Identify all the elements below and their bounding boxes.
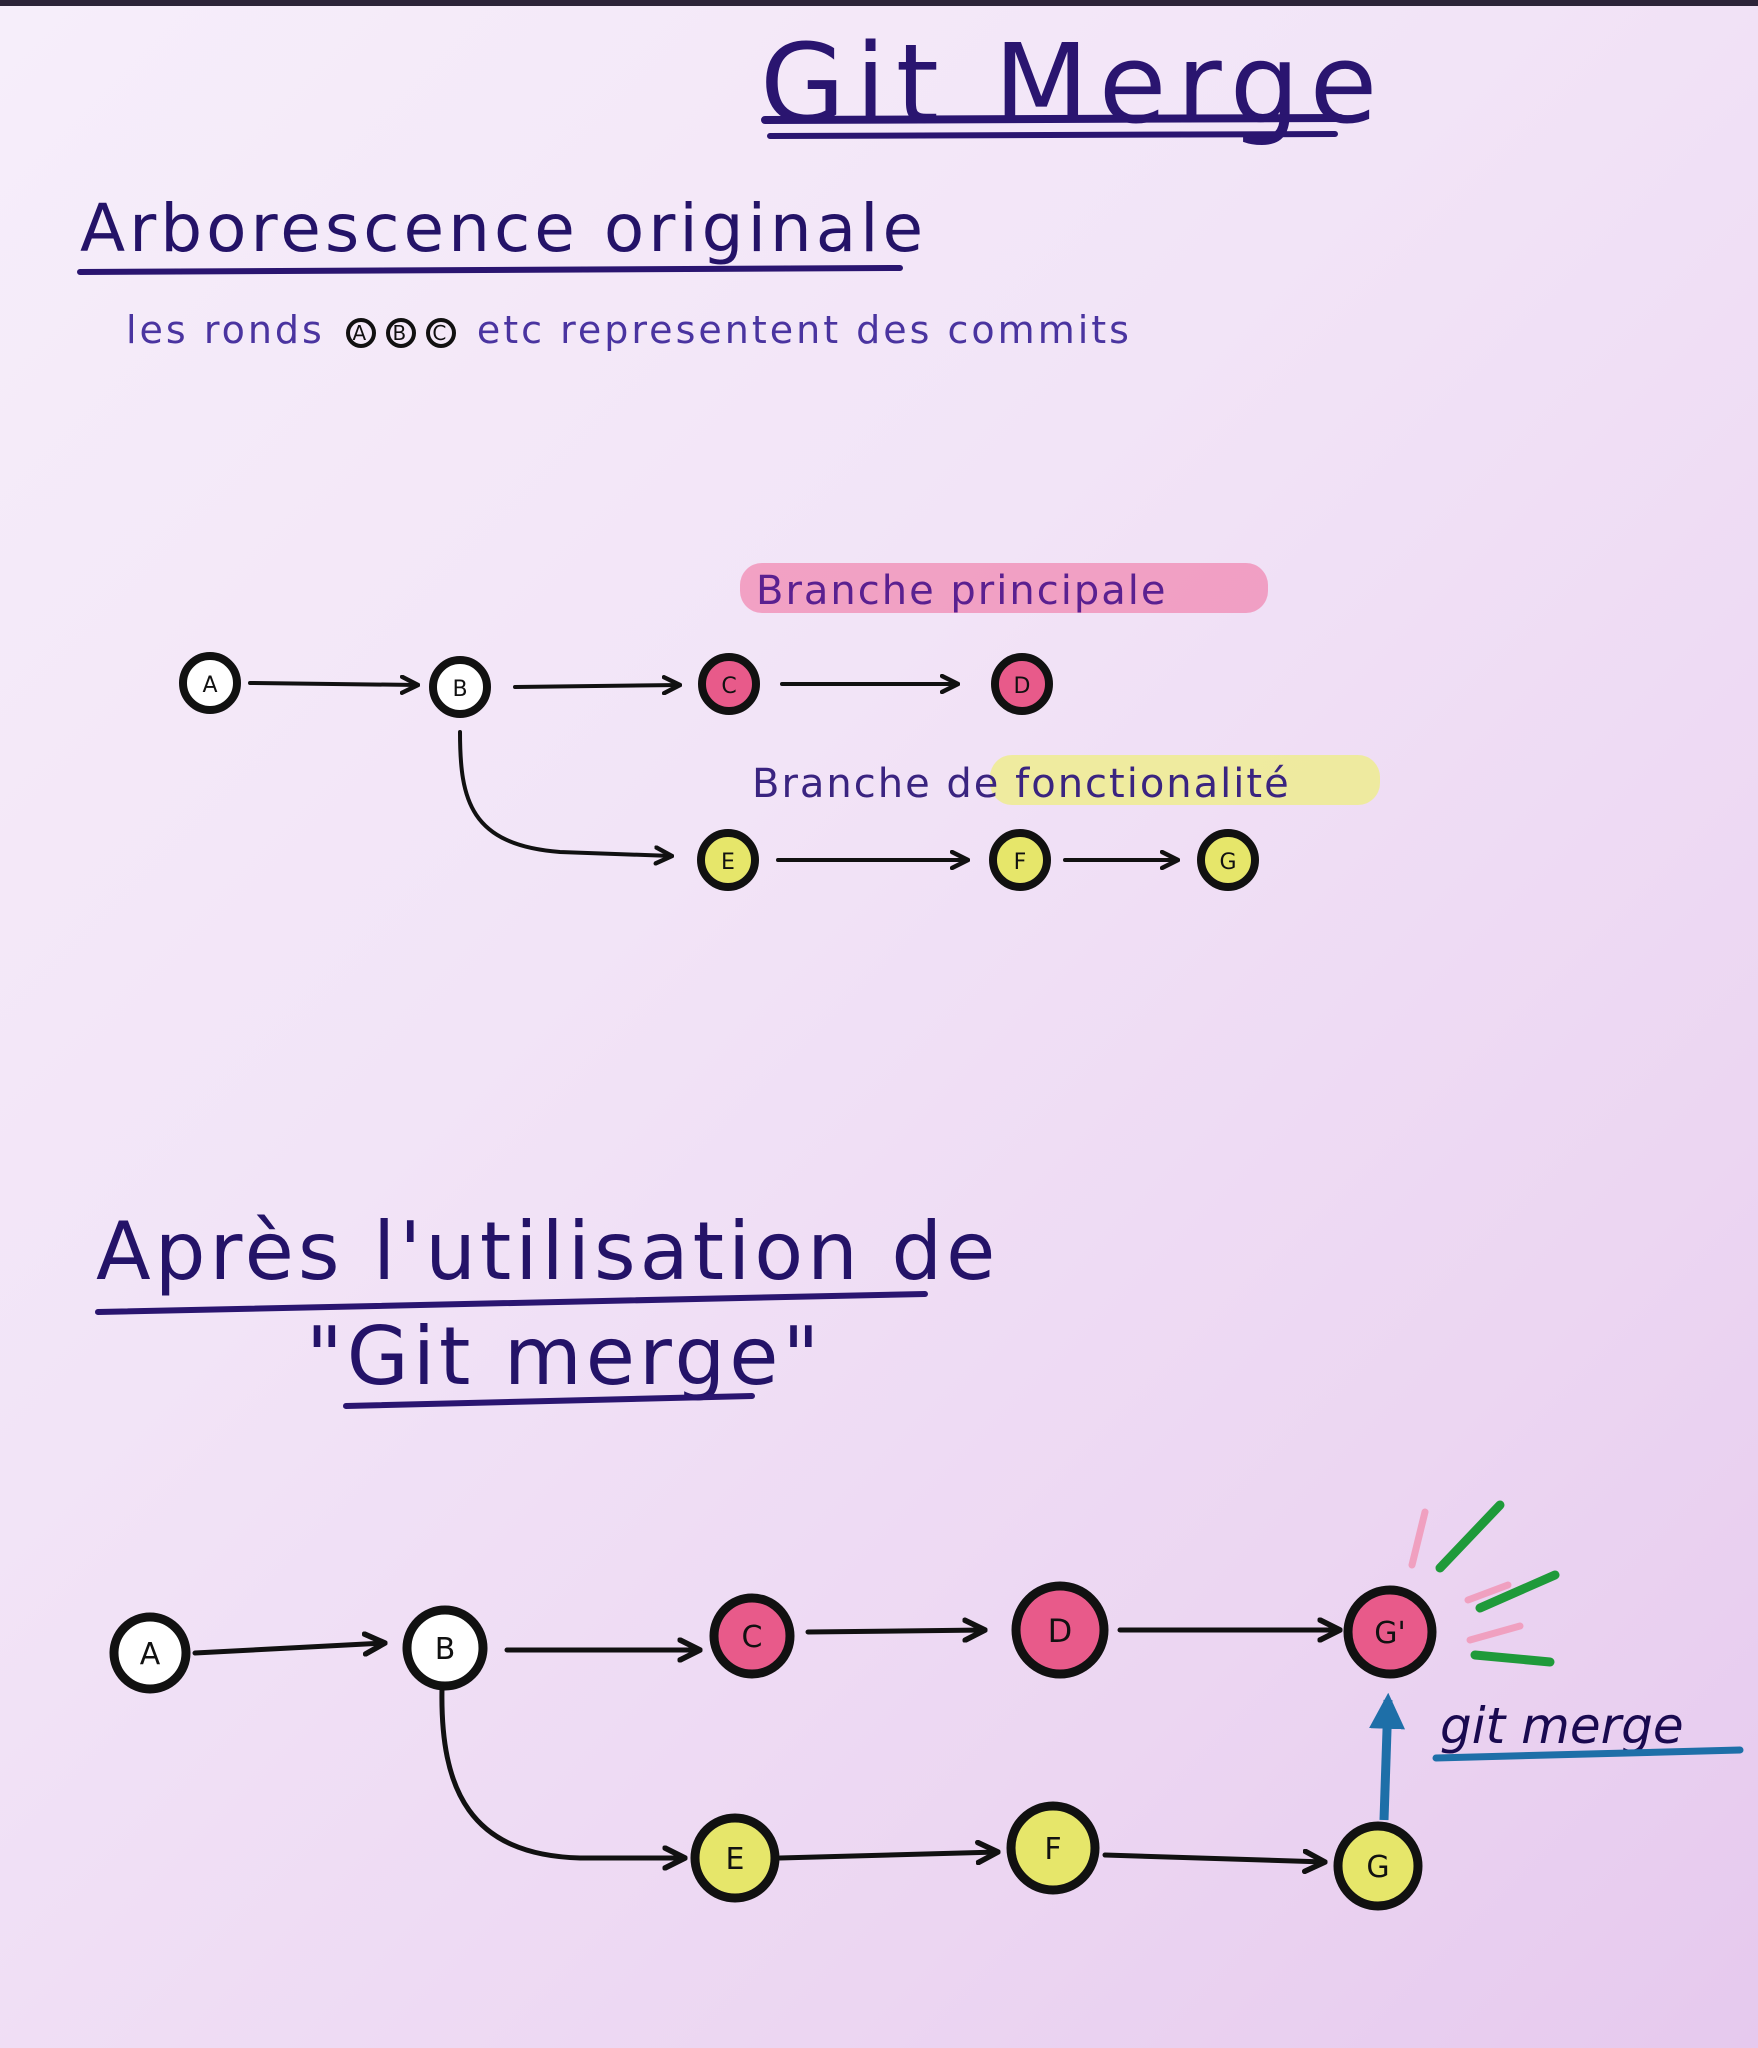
- commit-node: G: [1333, 1821, 1423, 1911]
- edge-b-c: [513, 685, 680, 687]
- commit-node: F: [989, 829, 1051, 891]
- underlines: [77, 114, 1344, 1409]
- edge2-c-d: [805, 1630, 985, 1632]
- svg-text:D: D: [1014, 674, 1031, 699]
- note-circle-a: A: [345, 317, 376, 348]
- edge-b-e: [458, 730, 672, 856]
- title-underline-1: [761, 114, 1344, 124]
- svg-text:F: F: [1044, 1832, 1061, 1867]
- merge-label: git merge: [1440, 1697, 1684, 1755]
- top-edge: [0, 0, 1758, 6]
- note-suffix: etc representent des commits: [476, 308, 1132, 352]
- section1-heading: Arborescence originale: [80, 190, 928, 267]
- svg-text:F: F: [1014, 850, 1027, 875]
- svg-text:C: C: [742, 1620, 763, 1655]
- svg-text:E: E: [721, 850, 735, 875]
- page-title: Git Merge: [760, 20, 1388, 148]
- commit-node: E: [690, 1813, 780, 1903]
- note-circle-b: B: [385, 317, 416, 348]
- main-branch-highlight: [740, 563, 1268, 613]
- commit-node: B: [429, 656, 491, 718]
- section2-heading-line2: "Git merge": [306, 1310, 824, 1403]
- commit-node: D: [991, 653, 1053, 715]
- commit-node: D: [1011, 1581, 1109, 1679]
- svg-text:G: G: [1366, 1850, 1389, 1885]
- section1-arrows: [248, 683, 1180, 860]
- commit-node: A: [109, 1612, 191, 1694]
- commit-node: F: [1006, 1801, 1100, 1895]
- edge2-f-g: [1102, 1855, 1325, 1862]
- svg-text:E: E: [726, 1842, 745, 1877]
- note-circle-c: C: [425, 317, 456, 348]
- commit-node: G: [1197, 829, 1259, 891]
- svg-text:G: G: [1219, 850, 1236, 875]
- merge-sparkles: [1408, 1500, 1560, 1667]
- edge2-b-e: [439, 1685, 688, 1858]
- title-underline-2: [767, 131, 1338, 139]
- section1-commits: A B C D E F G: [179, 652, 1259, 891]
- svg-text:G': G': [1374, 1616, 1406, 1651]
- svg-text:B: B: [435, 1632, 456, 1667]
- note-prefix: les ronds: [126, 308, 325, 352]
- merge-arrow: [1369, 1692, 1406, 1821]
- edge-a-b: [248, 683, 418, 685]
- commit-node: A: [179, 652, 241, 714]
- commit-node: B: [402, 1605, 488, 1691]
- section2-heading-underline-2: [343, 1393, 755, 1409]
- commit-node: C: [709, 1593, 795, 1679]
- svg-text:C: C: [721, 674, 736, 699]
- section2-commits: A B C D G' E F G: [109, 1581, 1437, 1911]
- feature-branch-highlight: [990, 755, 1380, 805]
- commit-node: E: [697, 829, 759, 891]
- edge2-a-b: [192, 1643, 385, 1653]
- section2-arrows: [192, 1630, 1343, 1862]
- feature-branch-label: Branche de fonctionalité: [752, 761, 1291, 807]
- section2-heading-underline-1: [95, 1291, 928, 1315]
- commit-node-merge: G': [1343, 1585, 1437, 1679]
- svg-text:A: A: [202, 673, 217, 698]
- edge2-e-f: [777, 1852, 998, 1858]
- svg-text:D: D: [1048, 1612, 1073, 1650]
- section2-heading-line1: Après l'utilisation de: [96, 1205, 1000, 1298]
- merge-label-underline: [1432, 1746, 1744, 1762]
- svg-text:B: B: [452, 677, 467, 702]
- section1-heading-underline: [77, 265, 903, 275]
- svg-text:A: A: [140, 1637, 161, 1672]
- main-branch-label: Branche principale: [756, 568, 1167, 614]
- commit-node: C: [698, 653, 760, 715]
